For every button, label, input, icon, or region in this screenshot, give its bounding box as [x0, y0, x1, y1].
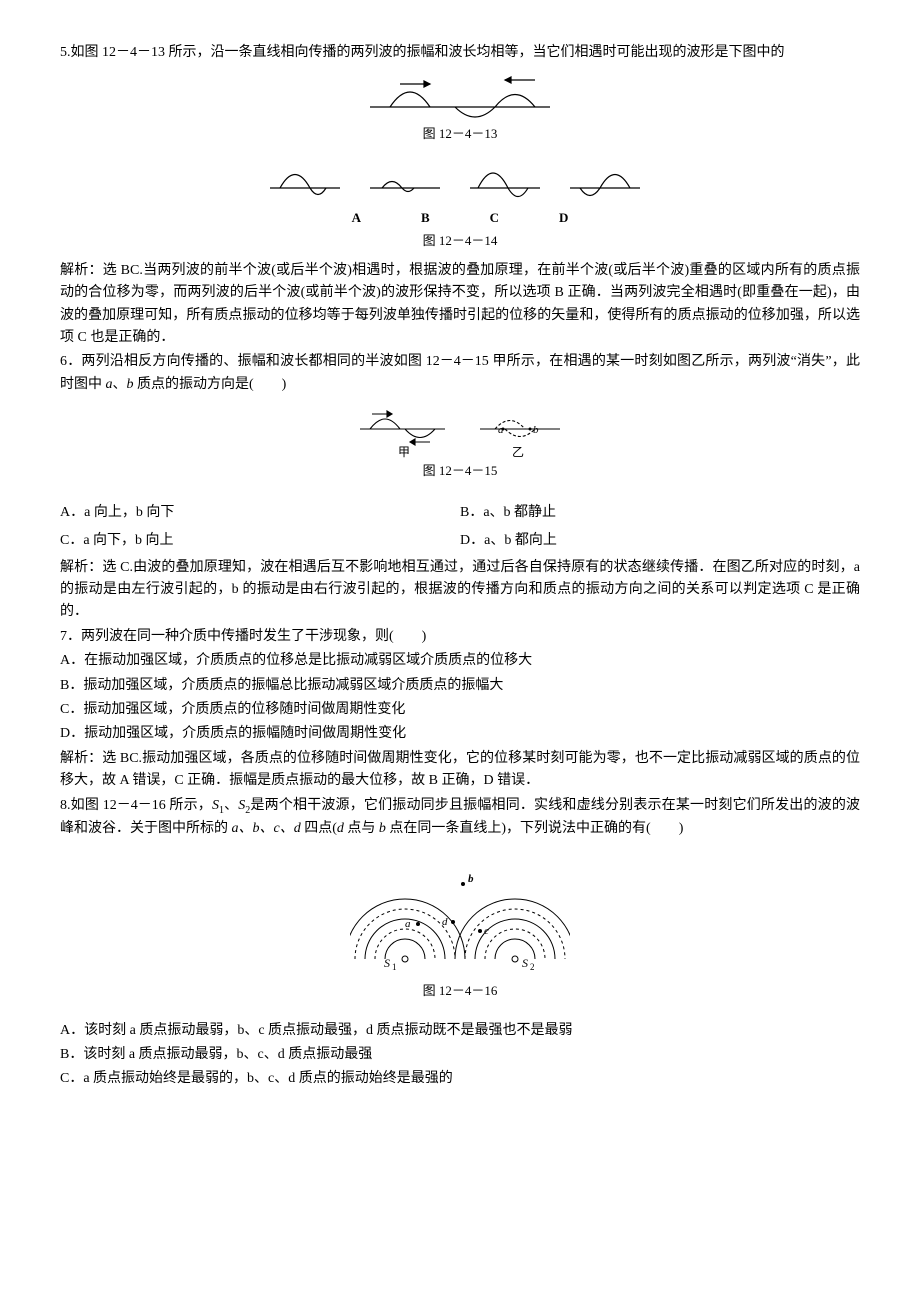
q8-after1: 四点( [301, 821, 337, 836]
q6-stem: 6．两列沿相反方向传播的、振幅和波长都相同的半波如图 12－4－15 甲所示，在… [60, 351, 860, 396]
q6-stem-b: b [127, 377, 134, 392]
fig15-yi: 乙 [512, 445, 524, 459]
wave-options-icon [260, 153, 660, 208]
q8-after3: 点在同一条直线上)，下列说法中正确的有( ) [386, 821, 684, 836]
q7-explain: 解析：选 BC.振动加强区域，各质点的位移随时间做周期性变化，它的位移某时刻可能… [60, 748, 860, 793]
q8-optB: B．该时刻 a 质点振动最弱，b、c、d 质点振动最强 [60, 1044, 860, 1066]
fig-12-4-14: A B C D 图 12－4－14 [60, 153, 860, 252]
fig15-label: 图 12－4－15 [60, 461, 860, 482]
q6-optD: D．a、b 都向上 [460, 530, 860, 552]
q6-stem-a: a [106, 377, 113, 392]
q5-stem: 5.如图 12－4－13 所示，沿一条直线相向传播的两列波的振幅和波长均相等，当… [60, 42, 860, 64]
fig15-b-label: b [533, 424, 539, 436]
fig-12-4-15: a b 甲 乙 图 12－4－15 [60, 404, 860, 482]
svg-text:c: c [484, 925, 489, 937]
fig14-letter-b: B [421, 208, 430, 229]
fig13-label: 图 12－4－13 [60, 124, 860, 145]
svg-text:d: d [442, 916, 448, 928]
q8-mid1: 、 [224, 798, 238, 813]
q6-optC: C．a 向下，b 向上 [60, 530, 460, 552]
q8-abcd: a、b、c、d [232, 821, 301, 836]
q6-explain: 解析：选 C.由波的叠加原理知，波在相遇后互不影响地相互通过，通过后各自保持原有… [60, 557, 860, 624]
fig-12-4-13: 图 12－4－13 [60, 72, 860, 145]
q8-stem: 8.如图 12－4－16 所示，S1、S2是两个相干波源，它们振动同步且振幅相同… [60, 795, 860, 841]
fig14-letter-c: C [490, 208, 499, 229]
svg-text:1: 1 [392, 962, 397, 972]
q8-after2: 点与 [344, 821, 379, 836]
fig14-letter-a: A [352, 208, 361, 229]
fig14-label: 图 12－4－14 [60, 231, 860, 252]
q6-optB: B．a、b 都静止 [460, 502, 860, 524]
q7-stem: 7．两列波在同一种介质中传播时发生了干涉现象，则( ) [60, 626, 860, 648]
svg-text:S: S [522, 956, 528, 970]
q6-optA: A．a 向上，b 向下 [60, 502, 460, 524]
q8-b: b [379, 821, 386, 836]
q5-explain: 解析：选 BC.当两列波的前半个波(或后半个波)相遇时，根据波的叠加原理，在前半… [60, 260, 860, 350]
svg-text:S: S [384, 956, 390, 970]
q7-optC: C．振动加强区域，介质质点的位移随时间做周期性变化 [60, 699, 860, 721]
svg-text:a: a [405, 918, 411, 930]
q6-stem-comma: 、 [113, 377, 127, 392]
q6-stem-part2: 质点的振动方向是( ) [134, 377, 287, 392]
fig14-letter-d: D [559, 208, 568, 229]
fig16-label: 图 12－4－16 [60, 981, 860, 1002]
svg-text:b: b [468, 873, 474, 885]
q8-d: d [337, 821, 344, 836]
interference-diagram-icon: a b c d S1 S2 [350, 849, 570, 979]
fig-12-4-16: a b c d S1 S2 图 12－4－16 [60, 849, 860, 1002]
svg-text:2: 2 [530, 962, 535, 972]
q7-optB: B．振动加强区域，介质质点的振幅总比振动减弱区域介质质点的振幅大 [60, 675, 860, 697]
wave-two-pulses-icon [360, 72, 560, 122]
fig15-jia: 甲 [398, 445, 410, 459]
wave-jia-yi-icon: a b 甲 乙 [350, 404, 570, 459]
q8-optA: A．该时刻 a 质点振动最弱，b、c 质点振动最强，d 质点振动既不是最强也不是… [60, 1020, 860, 1042]
q7-optA: A．在振动加强区域，介质质点的位移总是比振动减弱区域介质质点的位移大 [60, 650, 860, 672]
q7-optD: D．振动加强区域，介质质点的振幅随时间做周期性变化 [60, 723, 860, 745]
q8-optC: C．a 质点振动始终是最弱的，b、c、d 质点的振动始终是最强的 [60, 1068, 860, 1090]
q8-stem-p1: 8.如图 12－4－16 所示， [60, 798, 212, 813]
q8-s1: S [212, 798, 219, 813]
